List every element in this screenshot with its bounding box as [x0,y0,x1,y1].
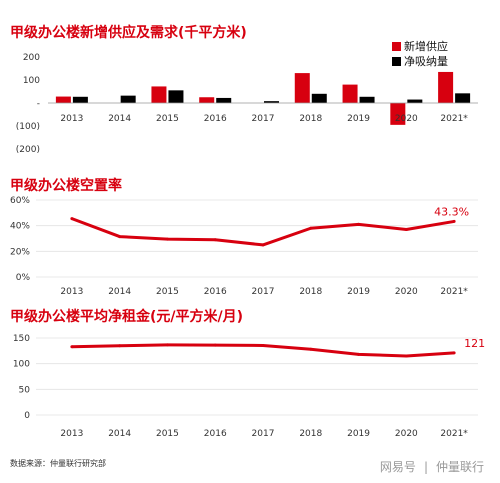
x-tick-label: 2017 [252,114,275,124]
x-tick-label: 2015 [156,287,179,297]
y-tick-label: (100) [16,122,40,132]
data-point [309,347,313,351]
bar-supply [342,84,358,103]
y-tick-label: 100 [23,76,40,86]
data-point [70,217,74,221]
x-tick-label: 2015 [156,114,179,124]
x-tick-label: 2014 [108,429,131,439]
data-point [309,226,313,230]
end-value-label: 121 [464,337,485,350]
x-tick-label: 2021* [440,287,468,297]
data-point [357,352,361,356]
x-tick-label: 2021* [440,429,468,439]
y-tick-label: (200) [16,145,40,155]
net-rent-title: 甲级办公楼平均净租金(元/平方米/月) [10,309,244,325]
supply-demand-title: 甲级办公楼新增供应及需求(千平方米) [10,25,247,41]
bar-absorption [120,95,136,103]
x-tick-label: 2015 [156,429,179,439]
x-tick-label: 2020 [395,287,418,297]
y-tick-label: 20% [10,247,30,257]
watermark: 网易号 | 仲量联行 [376,458,488,475]
data-point [118,344,122,348]
data-point [261,343,265,347]
legend-absorption: 净吸纳量 [392,53,448,69]
bar-absorption [216,97,232,103]
y-tick-label: 0% [16,273,31,283]
x-tick-label: 2017 [252,429,275,439]
x-tick-label: 2013 [60,287,83,297]
bar-absorption [168,90,184,103]
data-point [70,345,74,349]
x-tick-label: 2017 [252,287,275,297]
y-tick-label: 50 [19,385,31,395]
data-point [213,343,217,347]
x-tick-label: 2019 [347,429,370,439]
x-tick-label: 2020 [395,429,418,439]
bar-absorption [311,93,327,103]
legend-absorption-swatch [392,57,401,66]
vacancy-rate-title: 甲级办公楼空置率 [10,178,122,194]
watermark-author: 仲量联行 [435,460,484,474]
x-tick-label: 2013 [60,429,83,439]
x-tick-label: 2014 [108,114,131,124]
y-tick-label: 0 [24,411,30,421]
x-tick-label: 2019 [347,114,370,124]
y-tick-label: 150 [13,334,30,344]
x-tick-label: 2016 [204,114,227,124]
x-tick-label: 2019 [347,287,370,297]
legend-supply: 新增供应 [392,38,448,54]
data-point [452,351,456,355]
data-point [165,343,169,347]
bar-supply [438,71,454,103]
bar-supply [55,96,71,103]
data-point [404,228,408,232]
x-tick-label: 2020 [395,114,418,124]
bar-supply [199,97,215,103]
bar-supply [294,73,310,103]
data-point [213,238,217,242]
legend-absorption-label: 净吸纳量 [404,55,448,68]
bar-supply [151,86,167,103]
x-tick-label: 2013 [60,114,83,124]
data-point [452,219,456,223]
y-tick-label: 100 [13,360,30,370]
x-tick-label: 2014 [108,287,131,297]
y-tick-label: 40% [10,222,30,232]
x-tick-label: 2016 [204,429,227,439]
y-tick-label: 200 [23,53,40,63]
data-point [165,237,169,241]
data-point [357,222,361,226]
bar-absorption [455,93,471,103]
bar-absorption [72,96,88,103]
source-note: 数据来源：仲量联行研究部 [10,459,106,468]
data-point [118,235,122,239]
watermark-brand: 网易号 [379,460,416,474]
bar-absorption [359,96,375,103]
x-tick-label: 2018 [299,114,322,124]
y-tick-label: - [37,99,40,109]
legend-supply-swatch [392,42,401,51]
legend-supply-label: 新增供应 [404,40,448,53]
x-tick-label: 2021* [440,114,468,124]
bar-supply [390,103,406,125]
bar-absorption [407,99,423,103]
x-tick-label: 2018 [299,429,322,439]
x-tick-label: 2018 [299,287,322,297]
bar-absorption [264,101,279,103]
data-point [261,243,265,247]
y-tick-label: 60% [10,196,30,206]
data-point [404,354,408,358]
watermark-separator: | [423,460,428,474]
end-value-label: 43.3% [434,205,469,218]
series-line [71,217,455,247]
x-tick-label: 2016 [204,287,227,297]
